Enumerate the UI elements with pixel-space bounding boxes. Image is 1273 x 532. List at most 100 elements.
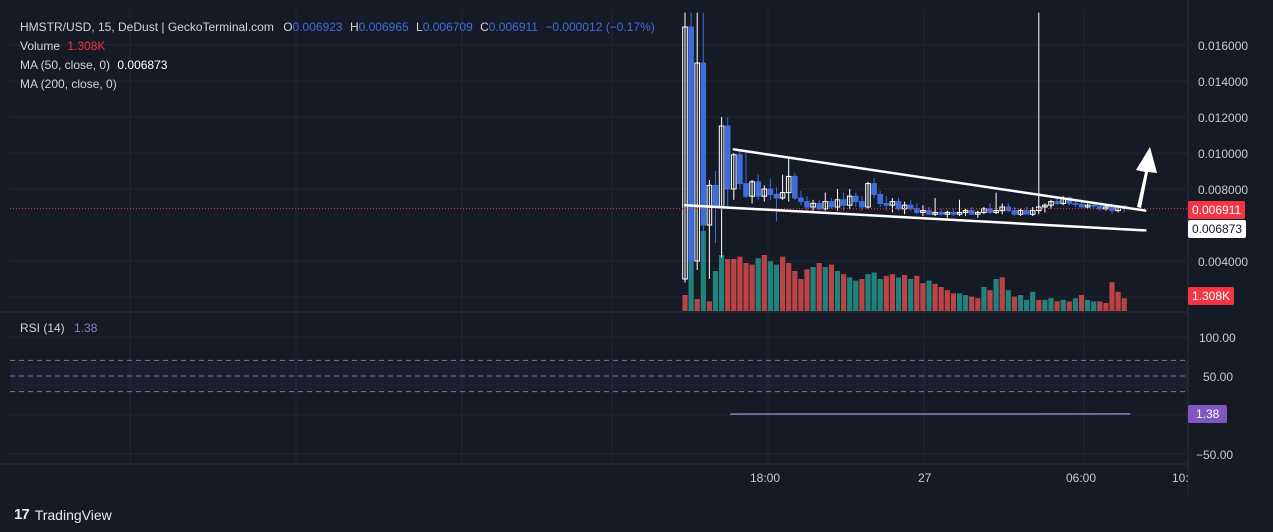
volume-bar (725, 259, 731, 311)
candle-body (968, 210, 975, 215)
volume-bar (1072, 298, 1078, 311)
candle-body (889, 201, 896, 206)
candle-body (712, 184, 719, 208)
volume-bar (963, 295, 969, 311)
rsi-value: 1.38 (74, 321, 98, 335)
last-price-badge: 0.006911 (1188, 201, 1246, 219)
price-tick: 0.004000 (1198, 255, 1249, 269)
candle-body (1011, 210, 1018, 215)
volume-badge: 1.308K (1188, 287, 1235, 305)
candle-body (877, 193, 884, 204)
time-tick: 18:00 (750, 471, 781, 485)
candle-body (694, 62, 701, 262)
volume-bar (877, 279, 883, 311)
candle-body (804, 201, 810, 208)
candle-body (944, 211, 951, 215)
volume-bar (1078, 295, 1085, 311)
volume-bar (828, 264, 834, 311)
rsi-legend[interactable]: RSI (14) 1.38 (20, 321, 97, 335)
candle-body (865, 183, 871, 208)
symbol-title[interactable]: HMSTR/USD, 15, DeDust | GeckoTerminal.co… (20, 20, 274, 34)
volume-bar (993, 279, 999, 311)
volume-bar (767, 261, 773, 311)
volume-bar (847, 277, 853, 311)
candle-body (1029, 210, 1036, 215)
volume-bar (1042, 299, 1048, 311)
price-tick: 0.008000 (1198, 183, 1249, 197)
candle-body (785, 175, 792, 194)
volume-bar (700, 231, 706, 311)
volume-bar (981, 287, 987, 311)
time-tick: 06:00 (1066, 471, 1097, 485)
volume-bar (822, 267, 828, 311)
volume-bar (895, 277, 902, 311)
candle-body (950, 211, 957, 215)
volume-bar (712, 271, 719, 311)
candle-body (773, 193, 780, 199)
candle-body (828, 201, 835, 208)
volume-legend[interactable]: Volume 1.308K (20, 39, 105, 53)
candle-body (1042, 204, 1048, 208)
volume-bar (1103, 303, 1109, 311)
volume-bar (682, 295, 688, 311)
volume-bar (737, 256, 743, 311)
candle-body (859, 201, 865, 208)
ma50-value: 0.006873 (117, 58, 168, 72)
volume-bar (853, 280, 859, 311)
volume-bar (920, 283, 926, 311)
candle-body (724, 125, 731, 190)
time-tick: 10: (1172, 471, 1189, 485)
volume-bar (1030, 291, 1036, 311)
candle-body (743, 183, 749, 197)
price-tick: 0.016000 (1198, 39, 1249, 53)
volume-bar (743, 263, 749, 311)
volume-bar (755, 258, 761, 311)
candle-body (993, 210, 999, 213)
volume-bar (908, 279, 914, 311)
close-value: 0.006911 (488, 20, 538, 34)
candle-body (1072, 202, 1079, 205)
tradingview-logo-icon: 17 (14, 506, 30, 523)
candle-body (798, 197, 804, 203)
volume-bar (834, 271, 841, 311)
trendline (732, 148, 1147, 212)
ma200-legend[interactable]: MA (200, close, 0) (20, 77, 117, 91)
ma200-label: MA (200, close, 0) (20, 77, 117, 91)
volume-bar (706, 301, 712, 311)
candle-body (914, 208, 920, 213)
candle-body (1017, 210, 1024, 215)
candle-body (883, 202, 890, 206)
volume-bar (1048, 298, 1054, 311)
trendline (683, 203, 1147, 232)
candle-body (1048, 201, 1054, 206)
ma50-legend[interactable]: MA (50, close, 0) 0.006873 (20, 58, 167, 72)
tradingview-logo[interactable]: 17 TradingView (14, 506, 112, 523)
volume-bar (1005, 290, 1011, 311)
open-value: 0.006923 (292, 20, 343, 34)
breakout-arrow-icon (1136, 147, 1157, 208)
candle-body (755, 181, 762, 197)
volume-bar (859, 279, 865, 311)
candle-body (810, 202, 816, 208)
volume-bar (694, 299, 700, 311)
symbol-legend[interactable]: HMSTR/USD, 15, DeDust | GeckoTerminal.co… (20, 20, 655, 34)
volume-bar (749, 264, 755, 311)
volume-bar (798, 279, 804, 311)
volume-bar (932, 283, 938, 311)
volume-bar (938, 287, 944, 311)
candle-body (834, 199, 841, 208)
open-label: O (283, 20, 293, 34)
low-label: L (416, 20, 423, 34)
volume-bar (956, 293, 963, 311)
volume-bar (719, 255, 725, 311)
volume-bar (944, 290, 950, 311)
volume-bar (761, 255, 767, 311)
candle-body (700, 62, 707, 226)
candle-body (932, 211, 938, 215)
volume-bar (1060, 299, 1066, 311)
candle-body (822, 201, 829, 210)
volume-bar (883, 275, 889, 311)
candle-body (779, 192, 786, 199)
volume-bar (950, 293, 956, 311)
